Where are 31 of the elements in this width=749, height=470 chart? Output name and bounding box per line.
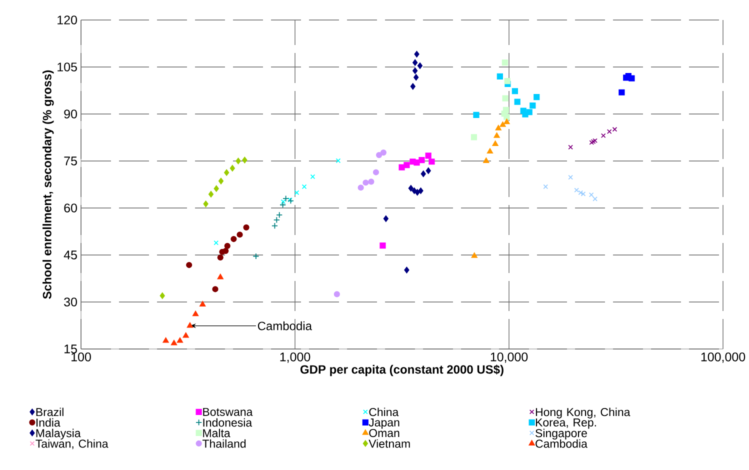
y-tick-label: 75	[64, 156, 77, 166]
legend-label: India	[36, 418, 60, 427]
y-tick-label: 30	[64, 298, 77, 306]
legend-label: Singapore	[536, 428, 587, 440]
y-tick-label: 45	[64, 250, 77, 260]
annotation: Cambodia	[258, 321, 312, 330]
legend-label: Botswana	[203, 408, 253, 416]
legend-label: Hong Kong, China	[536, 408, 630, 418]
x-axis-title: GDP per capita (constant 2000 US$)	[300, 364, 504, 376]
legend-label: Japan	[368, 418, 400, 429]
x-tick-label: 1,000	[280, 352, 310, 363]
y-tick-label: 120	[58, 16, 77, 24]
x-tick-label: 100	[72, 352, 91, 362]
legend-label: China	[369, 408, 399, 416]
y-tick-label: 60	[64, 204, 77, 212]
legend-label: Oman	[369, 428, 400, 438]
x-tick-label: 10,000	[490, 352, 528, 363]
legend-label: Indonesia	[203, 418, 252, 427]
legend-label: Brazil	[36, 408, 64, 416]
legend-label: Korea, Rep.	[536, 418, 596, 429]
legend-label: Malta	[203, 428, 230, 438]
y-tick-label: 15	[64, 344, 77, 354]
y-tick-label: 90	[64, 110, 77, 118]
y-tick-label: 105	[58, 62, 77, 72]
legend-label: Taiwan, China	[36, 439, 108, 450]
legend-label: Cambodia	[536, 439, 588, 448]
x-tick-label: 100,000	[701, 352, 746, 363]
y-axis-title: School enrollment, secondary (% gross)	[42, 70, 54, 299]
legend-label: Thailand	[202, 439, 246, 448]
legend-label: Vietnam	[368, 439, 410, 448]
legend-label: Malaysia	[36, 428, 81, 440]
